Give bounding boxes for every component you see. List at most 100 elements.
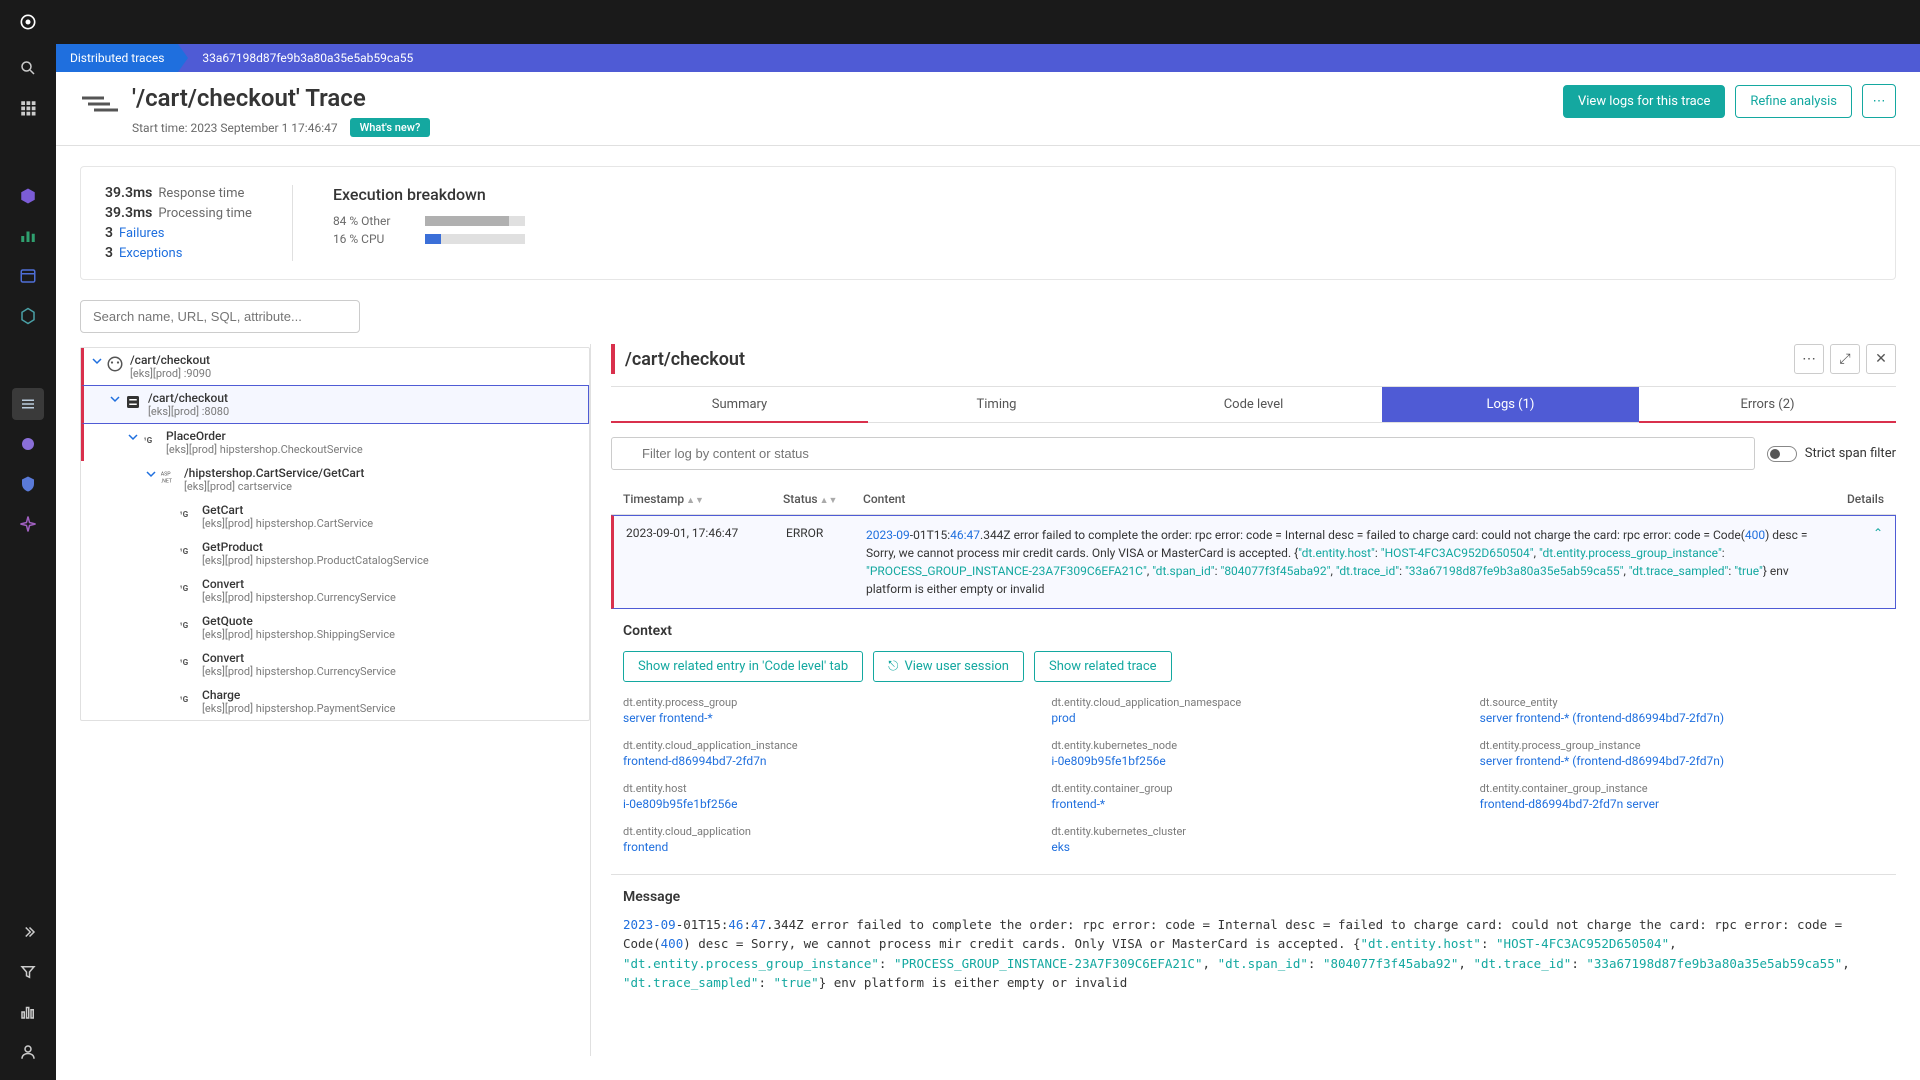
whats-new-badge[interactable]: What's new?: [350, 118, 431, 137]
tree-toggle-icon[interactable]: [90, 353, 104, 366]
exceptions-link[interactable]: Exceptions: [119, 246, 182, 261]
tab-logs[interactable]: Logs (1): [1382, 387, 1639, 422]
start-time-label: Start time: 2023 September 1 17:46:47: [132, 121, 338, 135]
view-user-session-button[interactable]: ⎋View user session: [873, 651, 1024, 682]
context-value-link[interactable]: i-0e809b95fe1bf256e: [1051, 754, 1455, 768]
svg-text:¹G: ¹G: [180, 547, 189, 557]
nav-window-icon[interactable]: [12, 260, 44, 292]
log-expand-chevron[interactable]: ⌃: [1823, 526, 1883, 598]
tree-node[interactable]: ¹GConvert[eks][prod] hipstershop.Currenc…: [81, 572, 589, 609]
tree-node[interactable]: ¹GConvert[eks][prod] hipstershop.Currenc…: [81, 646, 589, 683]
log-filter-input[interactable]: [611, 437, 1755, 470]
context-value-link[interactable]: frontend-d86994bd7-2fd7n: [623, 754, 1027, 768]
tab-code-level[interactable]: Code level: [1125, 387, 1382, 422]
refine-analysis-button[interactable]: Refine analysis: [1735, 85, 1852, 118]
nav-spark-icon[interactable]: [12, 508, 44, 540]
detail-expand-button[interactable]: ⤢: [1830, 344, 1860, 374]
tree-node-icon: ¹G: [176, 503, 198, 525]
tree-node[interactable]: ¹GCharge[eks][prod] hipstershop.PaymentS…: [81, 683, 589, 720]
tree-node-sub: [eks][prod] cartservice: [184, 480, 364, 493]
context-value-link[interactable]: server frontend-* (frontend-d86994bd7-2f…: [1480, 711, 1884, 725]
context-value-link[interactable]: server frontend-* (frontend-d86994bd7-2f…: [1480, 754, 1884, 768]
tab-errors[interactable]: Errors (2): [1639, 387, 1896, 422]
metrics-block: 39.3msResponse time 39.3msProcessing tim…: [105, 185, 293, 261]
tree-toggle-icon[interactable]: [126, 429, 140, 442]
show-related-trace-button[interactable]: Show related trace: [1034, 651, 1172, 682]
tree-node[interactable]: ¹GGetProduct[eks][prod] hipstershop.Prod…: [81, 535, 589, 572]
exec-row-label: 16 % CPU: [333, 232, 413, 246]
tree-node[interactable]: /cart/checkout[eks][prod] :9090: [81, 348, 589, 385]
tree-node-icon: ¹G: [176, 688, 198, 710]
context-value-link[interactable]: i-0e809b95fe1bf256e: [623, 797, 1027, 811]
log-row[interactable]: 2023-09-01, 17:46:47 ERROR 2023-09-01T15…: [611, 515, 1896, 609]
tree-toggle-icon[interactable]: [162, 577, 176, 580]
breadcrumb-root[interactable]: Distributed traces: [56, 44, 178, 72]
tree-toggle-icon[interactable]: [144, 466, 158, 479]
context-value-link[interactable]: frontend-*: [1051, 797, 1455, 811]
context-item: dt.entity.container_group_instancefronte…: [1480, 782, 1884, 811]
detail-title: /cart/checkout: [625, 349, 1794, 370]
view-logs-button[interactable]: View logs for this trace: [1563, 85, 1725, 118]
tree-search-input[interactable]: [80, 300, 360, 333]
context-item: dt.entity.process_groupserver frontend-*: [623, 696, 1027, 725]
failures-link[interactable]: Failures: [119, 226, 164, 241]
context-title: Context: [623, 623, 1884, 639]
detail-more-button[interactable]: ⋯: [1794, 344, 1824, 374]
detail-close-button[interactable]: ✕: [1866, 344, 1896, 374]
filter-rail-icon[interactable]: [12, 956, 44, 988]
nav-hex-icon[interactable]: [12, 300, 44, 332]
tree-node[interactable]: ¹GGetQuote[eks][prod] hipstershop.Shippi…: [81, 609, 589, 646]
context-value-link[interactable]: frontend-d86994bd7-2fd7n server: [1480, 797, 1884, 811]
search-icon[interactable]: [12, 52, 44, 84]
context-item: dt.entity.container_groupfrontend-*: [1051, 782, 1455, 811]
context-value-link[interactable]: server frontend-*: [623, 711, 1027, 725]
col-timestamp[interactable]: Timestamp: [623, 492, 684, 506]
tree-node[interactable]: ¹GGetCart[eks][prod] hipstershop.CartSer…: [81, 498, 589, 535]
tree-node-icon: ¹G: [140, 429, 162, 451]
tree-toggle-icon[interactable]: [162, 614, 176, 617]
show-code-level-entry-button[interactable]: Show related entry in 'Code level' tab: [623, 651, 863, 682]
tree-node-icon: ¹G: [176, 614, 198, 636]
tree-node-icon: ¹G: [176, 540, 198, 562]
tree-toggle-icon[interactable]: [162, 651, 176, 654]
context-item: dt.entity.kubernetes_nodei-0e809b95fe1bf…: [1051, 739, 1455, 768]
more-actions-button[interactable]: ⋯: [1862, 84, 1896, 118]
exec-bar: [425, 234, 525, 244]
expand-rail-icon[interactable]: [12, 916, 44, 948]
tree-node-sub: [eks][prod] :9090: [130, 367, 211, 380]
nav-gear-purple-icon[interactable]: [12, 428, 44, 460]
user-icon[interactable]: [12, 1036, 44, 1068]
tree-node[interactable]: /cart/checkout[eks][prod] :8080: [81, 385, 589, 424]
tab-timing[interactable]: Timing: [868, 387, 1125, 422]
col-status[interactable]: Status: [783, 492, 818, 506]
tab-summary[interactable]: Summary: [611, 387, 868, 422]
tree-toggle-icon[interactable]: [162, 503, 176, 506]
svg-text:¹G: ¹G: [180, 621, 189, 631]
exceptions-count: 3: [105, 245, 113, 261]
context-value-link[interactable]: frontend: [623, 840, 1027, 854]
context-value-link[interactable]: prod: [1051, 711, 1455, 725]
nav-cube-icon[interactable]: [12, 180, 44, 212]
context-item: dt.entity.hosti-0e809b95fe1bf256e: [623, 782, 1027, 811]
strict-span-toggle[interactable]: [1767, 446, 1797, 462]
nav-shield-icon[interactable]: [12, 468, 44, 500]
tree-node-title: GetQuote: [202, 614, 395, 628]
context-item: dt.entity.cloud_applicationfrontend: [623, 825, 1027, 854]
app-logo[interactable]: [0, 0, 56, 44]
trace-icon: [80, 90, 120, 118]
failures-count: 3: [105, 225, 113, 241]
nav-list-icon[interactable]: [12, 388, 44, 420]
log-content: 2023-09-01T15:46:47.344Z error failed to…: [866, 526, 1823, 598]
apps-grid-icon[interactable]: [12, 92, 44, 124]
context-value-link[interactable]: eks: [1051, 840, 1455, 854]
nav-chart-icon[interactable]: [12, 220, 44, 252]
processing-time-value: 39.3ms: [105, 205, 152, 221]
tree-toggle-icon[interactable]: [162, 688, 176, 691]
analytics-rail-icon[interactable]: [12, 996, 44, 1028]
message-section: Message 2023-09-01T15:46:47.344Z error f…: [611, 874, 1896, 1007]
tree-toggle-icon[interactable]: [162, 540, 176, 543]
tree-toggle-icon[interactable]: [108, 391, 122, 404]
tree-node[interactable]: ¹GPlaceOrder[eks][prod] hipstershop.Chec…: [81, 424, 589, 461]
tree-node[interactable]: ASP.NET/hipstershop.CartService/GetCart[…: [81, 461, 589, 498]
log-timestamp: 2023-09-01, 17:46:47: [626, 526, 786, 598]
